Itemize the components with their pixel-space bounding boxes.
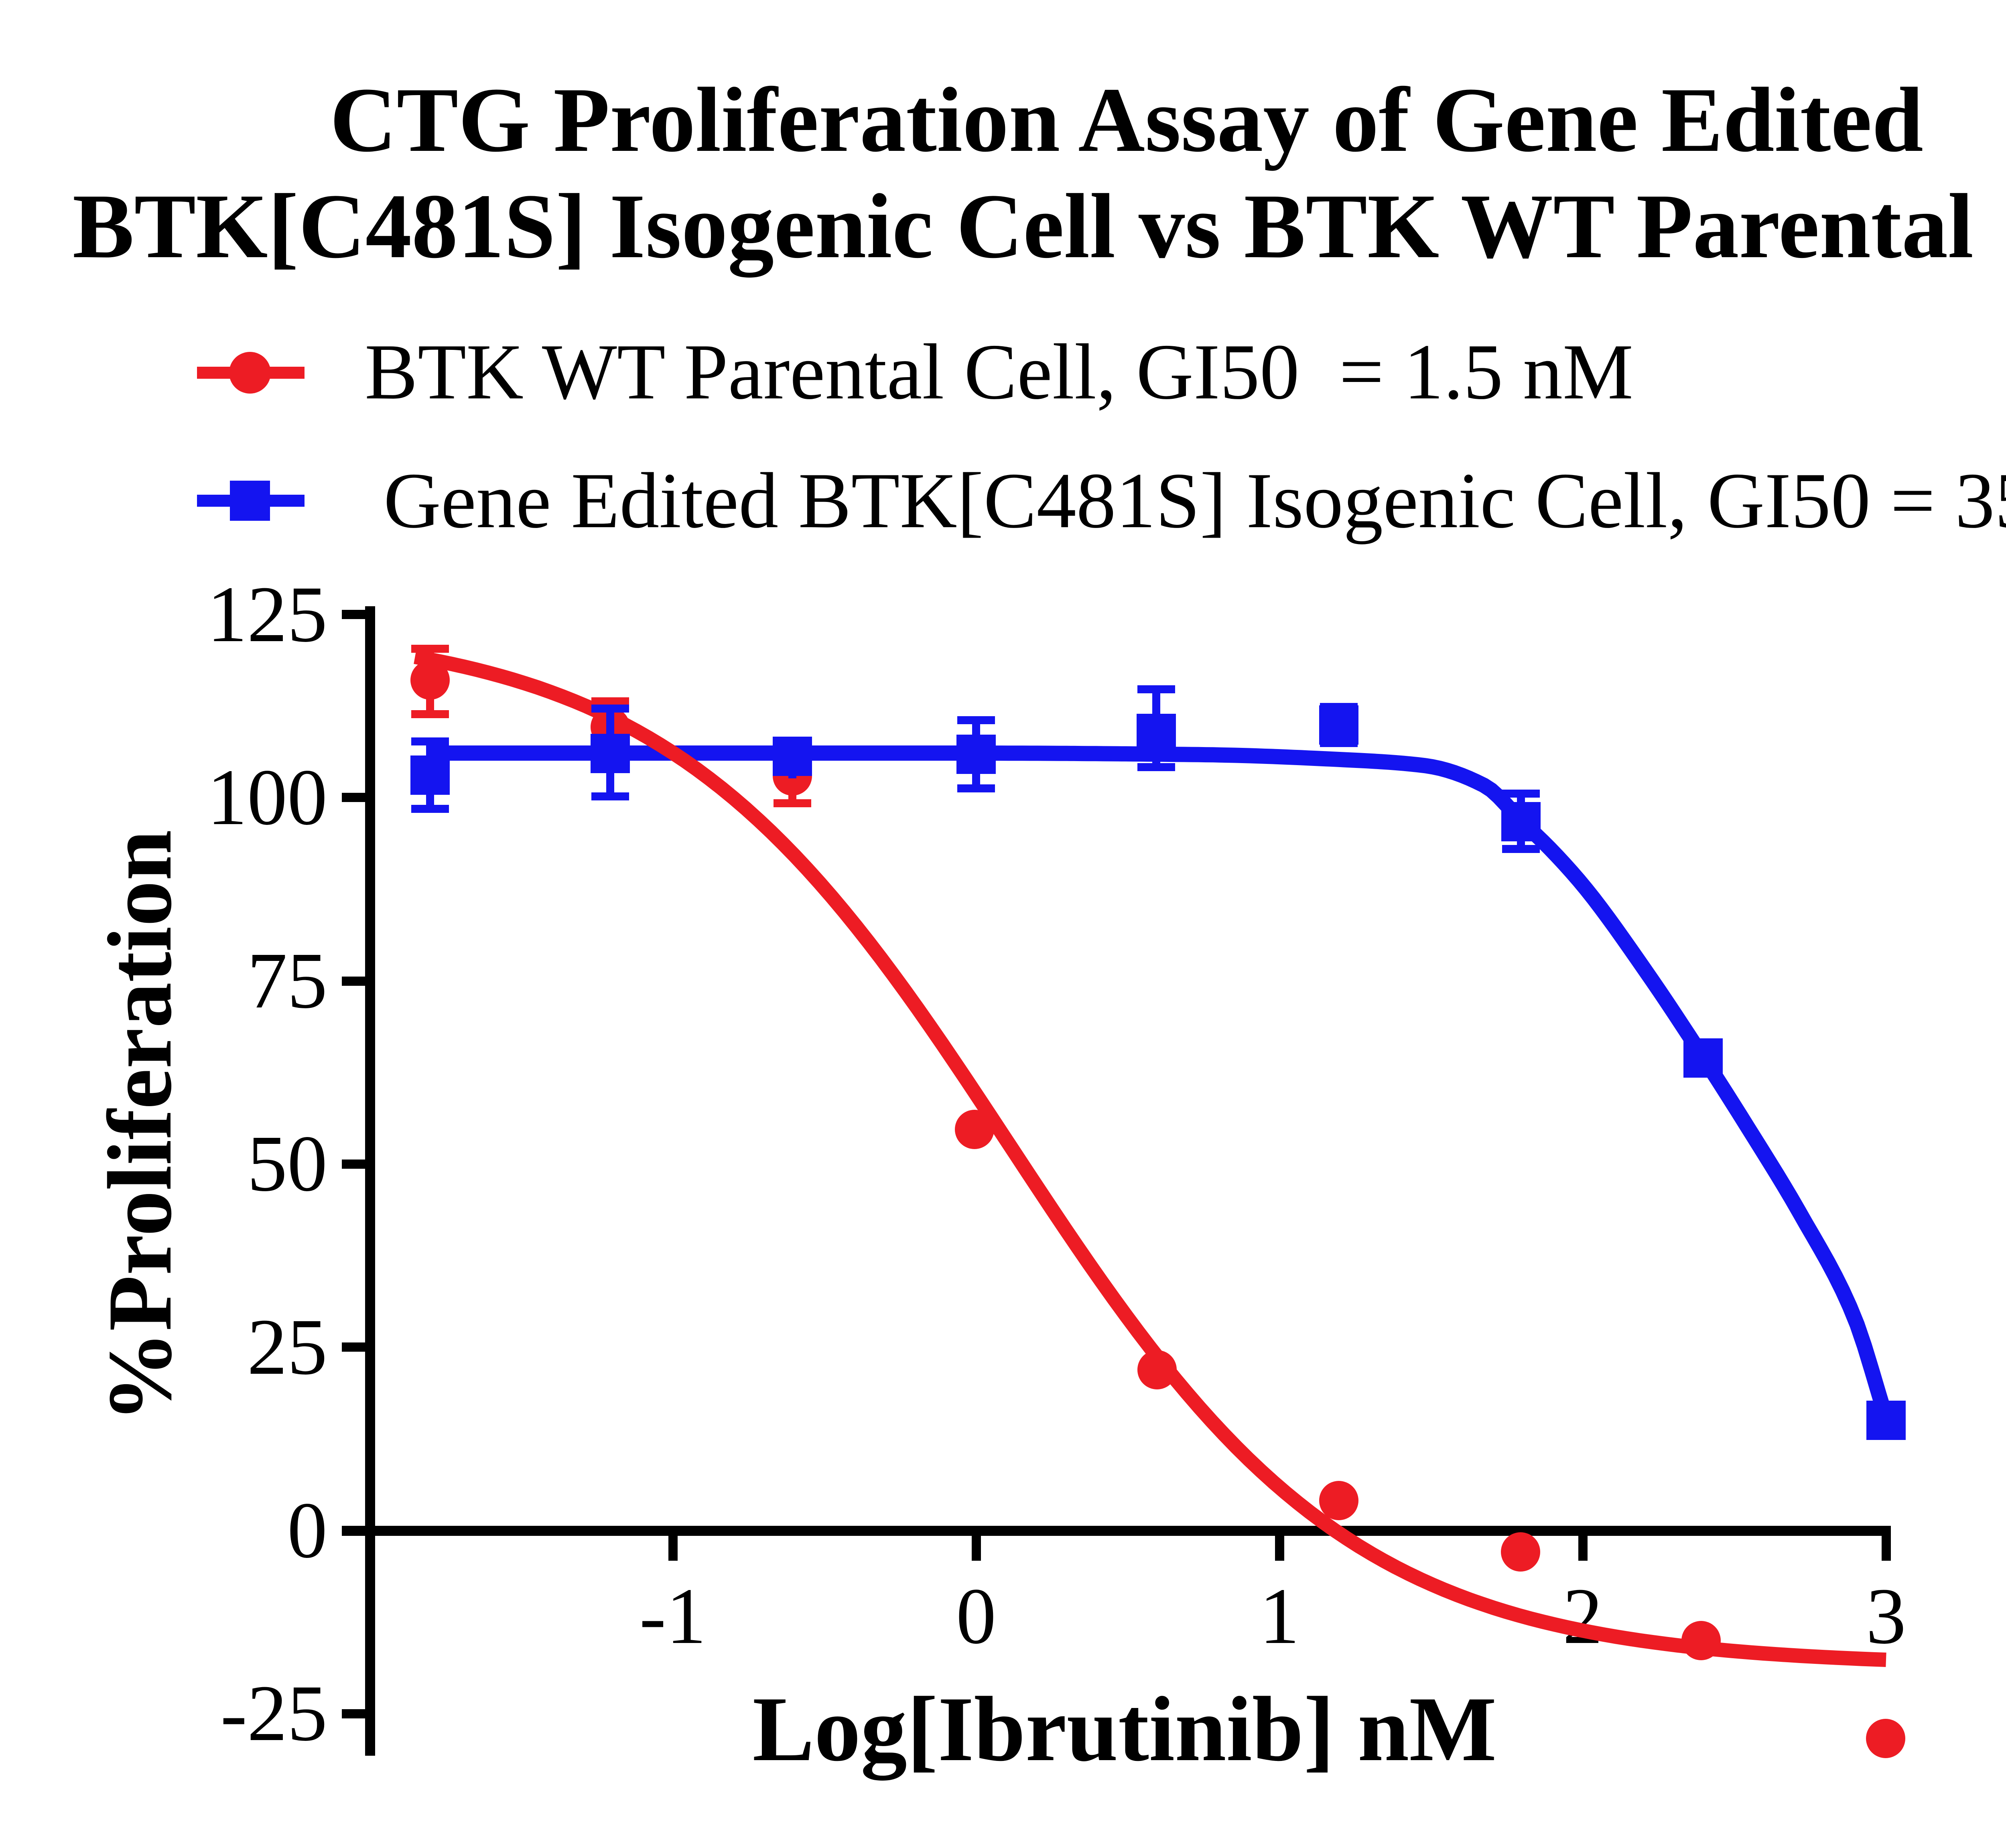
svg-text:50: 50	[247, 1119, 327, 1208]
svg-text:-25: -25	[220, 1669, 327, 1758]
svg-text:2: 2	[1563, 1572, 1603, 1661]
svg-text:3: 3	[1866, 1572, 1906, 1661]
svg-text:25: 25	[247, 1303, 327, 1391]
svg-text:125: 125	[207, 570, 327, 659]
svg-text:Gene Edited BTK[C481S] Isogeni: Gene Edited BTK[C481S] Isogenic Cell, GI…	[384, 457, 2006, 544]
svg-text:Log[Ibrutinib] nM: Log[Ibrutinib] nM	[753, 1677, 1497, 1781]
svg-text:CTG Proliferation Assay of Gen: CTG Proliferation Assay of Gene Edited	[330, 69, 1923, 171]
svg-text:-1: -1	[640, 1572, 707, 1661]
svg-text:0: 0	[287, 1486, 327, 1575]
svg-text:1: 1	[1259, 1572, 1299, 1661]
svg-text:0: 0	[956, 1572, 996, 1661]
svg-text:BTK WT Parental Cell, GI50 =: BTK WT Parental Cell, GI50 = 1.5 nM	[365, 328, 1633, 416]
svg-text:75: 75	[247, 936, 327, 1025]
svg-text:100: 100	[207, 753, 327, 842]
svg-text:%Proliferation: %Proliferation	[89, 830, 191, 1422]
svg-text:BTK[C481S] Isogenic Cell vs BT: BTK[C481S] Isogenic Cell vs BTK WT Paren…	[73, 175, 2006, 278]
